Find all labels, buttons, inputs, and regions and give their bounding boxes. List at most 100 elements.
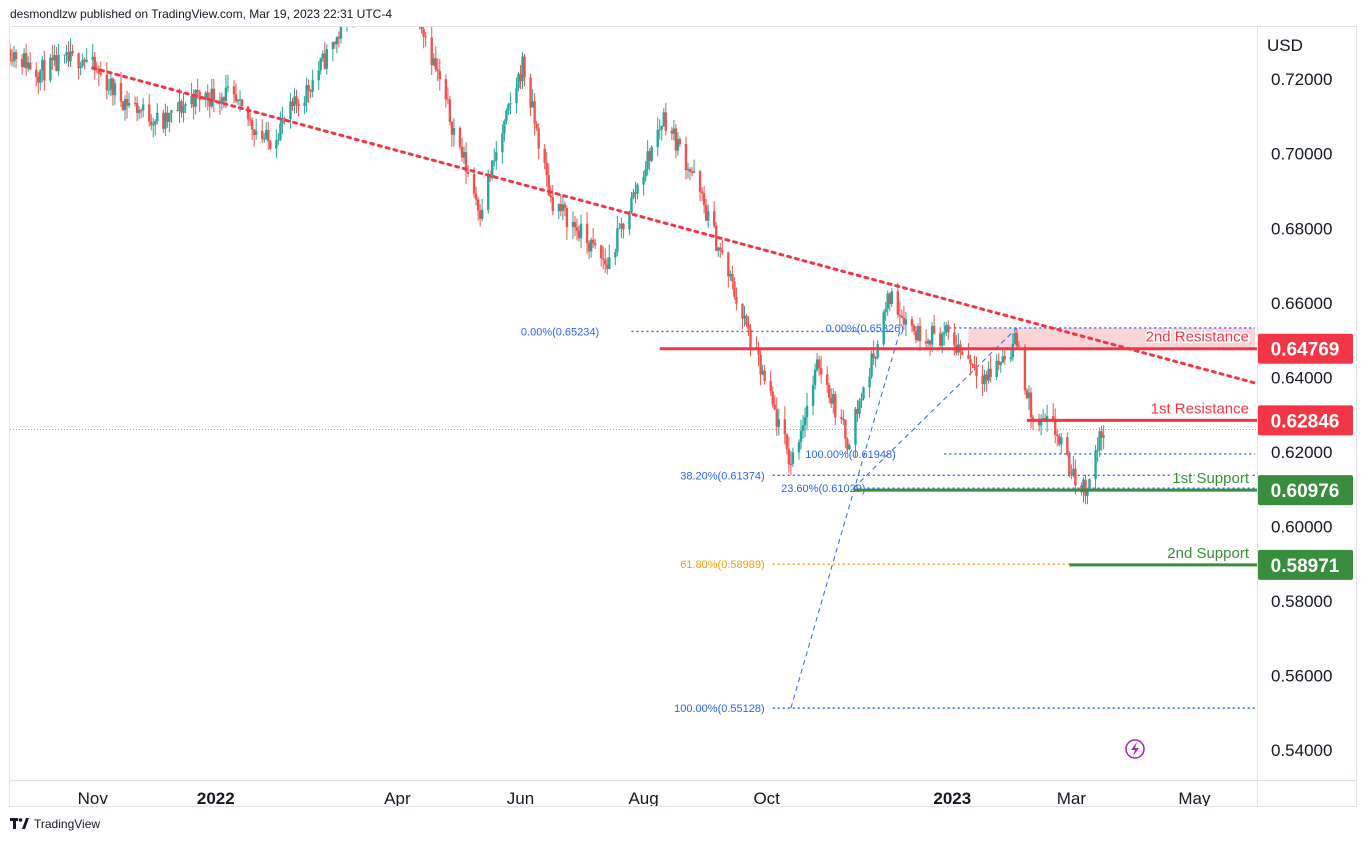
candle-body <box>139 109 143 111</box>
candle-body <box>1052 416 1055 420</box>
candle-body <box>83 59 86 62</box>
candle-body <box>914 331 918 341</box>
candle <box>662 107 665 127</box>
candle-body <box>335 36 339 45</box>
candle <box>196 78 199 99</box>
candle-body <box>614 252 617 258</box>
candle <box>902 305 906 330</box>
candle <box>204 90 207 108</box>
candle-body <box>571 222 575 227</box>
candle <box>491 159 494 181</box>
candle <box>35 62 38 87</box>
candle <box>39 69 42 91</box>
candle <box>670 127 674 140</box>
candle-body <box>12 52 16 62</box>
candle-body <box>295 96 298 105</box>
candle-body <box>323 53 326 69</box>
candle <box>848 443 851 451</box>
candle <box>860 392 863 409</box>
candle-body <box>279 123 282 140</box>
candle <box>664 102 667 136</box>
candle <box>656 117 659 157</box>
candle-body <box>537 128 540 149</box>
candle-body <box>466 171 470 174</box>
candle-body <box>559 204 563 212</box>
y-tick-label: 0.66000 <box>1271 294 1332 313</box>
candle-body <box>162 112 165 129</box>
candle <box>529 73 532 117</box>
candle-body <box>432 58 435 66</box>
candle <box>125 90 129 119</box>
candle-body <box>947 325 950 333</box>
candle-body <box>37 76 40 83</box>
candle <box>565 205 569 240</box>
candle-body <box>26 62 30 69</box>
candle-body <box>868 376 871 388</box>
candle <box>311 69 314 98</box>
candle <box>587 240 591 259</box>
candle-body <box>884 308 887 313</box>
candle-body <box>472 173 476 194</box>
candle <box>702 185 706 214</box>
candle <box>924 329 928 350</box>
candle-body <box>156 112 159 122</box>
candle <box>1060 433 1063 454</box>
candle <box>69 38 72 67</box>
candle <box>521 51 524 89</box>
candle-body <box>593 243 597 246</box>
candle <box>339 27 343 44</box>
candle-body <box>953 332 956 346</box>
candle-body <box>311 80 314 92</box>
candle-body <box>261 130 264 140</box>
candle <box>168 112 171 133</box>
candle <box>1058 433 1061 447</box>
chart-area[interactable]: USD 0.72000 0.70000 0.68000 0.66000 0.64000 0.… <box>9 26 1357 807</box>
candle <box>55 47 58 72</box>
candle <box>436 58 439 82</box>
candle <box>775 397 778 436</box>
candle <box>890 288 893 307</box>
candle <box>608 244 611 270</box>
candle-body <box>551 197 554 212</box>
candle <box>636 182 639 200</box>
candle-body <box>519 73 522 82</box>
price-chart[interactable]: USD 0.72000 0.70000 0.68000 0.66000 0.64000 0.… <box>10 27 1356 806</box>
candle <box>51 45 54 70</box>
candle-body <box>303 102 306 107</box>
candle-body <box>331 41 335 50</box>
candle-body <box>91 56 94 61</box>
candle-body <box>480 209 484 219</box>
candle <box>757 341 760 367</box>
candle <box>686 162 690 179</box>
level-name-label: 1st Resistance <box>1151 400 1249 417</box>
candle <box>14 49 18 69</box>
candle-body <box>644 169 647 177</box>
candle <box>325 44 328 75</box>
candle <box>973 355 976 371</box>
candle-body <box>164 112 167 129</box>
candle-body <box>424 36 427 38</box>
candle <box>573 216 577 237</box>
candle <box>154 119 157 136</box>
candle-body <box>973 364 976 369</box>
fib-level-label: 0.00%(0.65326) <box>826 323 904 335</box>
candle-body <box>503 121 506 134</box>
y-tick-label: 0.58000 <box>1271 592 1332 611</box>
candle <box>178 88 181 123</box>
candle <box>109 72 113 97</box>
x-tick-label: Jun <box>507 789 534 806</box>
candle <box>261 119 264 143</box>
candle <box>997 353 1000 371</box>
candle-body <box>533 101 536 124</box>
candle <box>422 27 425 49</box>
candle <box>727 251 730 288</box>
footer-brand: TradingView <box>10 817 100 831</box>
candle <box>715 222 718 252</box>
candle-body <box>222 97 226 102</box>
candle-body <box>971 364 974 366</box>
candle-body <box>123 99 127 111</box>
candle <box>872 340 875 365</box>
candle-body <box>452 127 456 135</box>
candle-body <box>618 227 621 229</box>
candle <box>222 96 226 108</box>
